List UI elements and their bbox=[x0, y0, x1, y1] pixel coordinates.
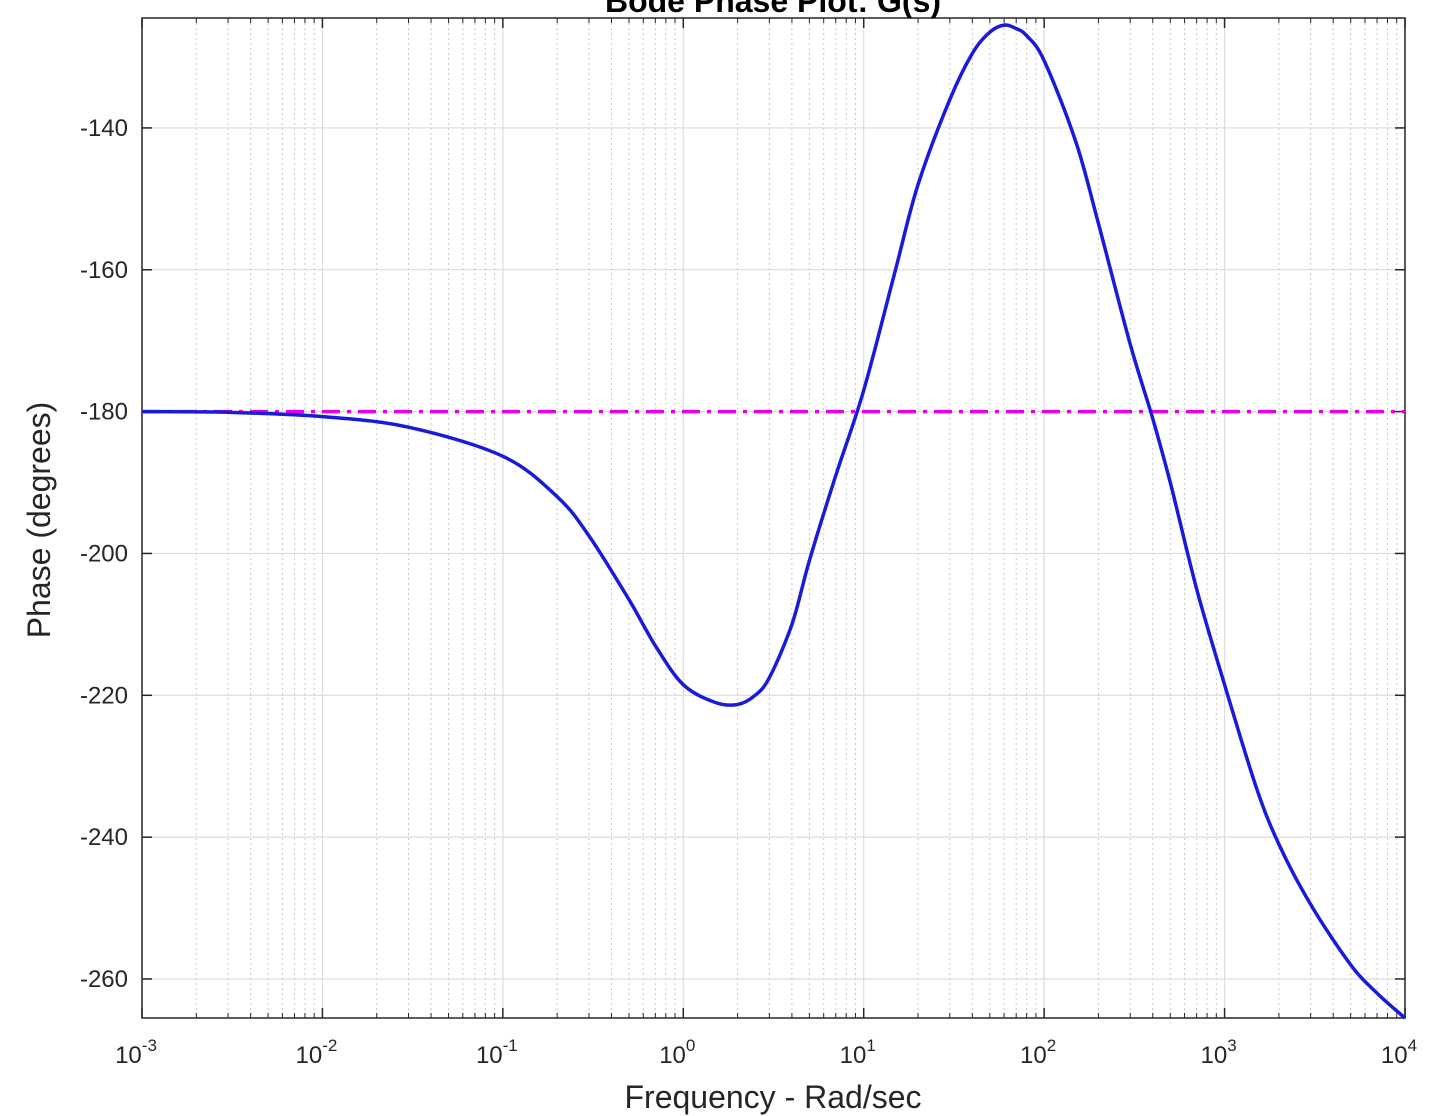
y-tick-labels: -140 -160 -180 -200 -220 -240 -260 bbox=[80, 115, 128, 993]
chart-title: Bode Phase Plot: G(s) bbox=[605, 0, 941, 19]
y-tick-label: -140 bbox=[80, 115, 128, 142]
x-tick-label: 10-2 bbox=[296, 1036, 338, 1069]
y-tick-label: -160 bbox=[80, 257, 128, 284]
y-axis-label: Phase (degrees) bbox=[21, 402, 57, 639]
y-tick-label: -220 bbox=[80, 682, 128, 709]
axis-ticks bbox=[141, 18, 1406, 1018]
x-tick-label: 103 bbox=[1200, 1036, 1236, 1069]
x-tick-label: 104 bbox=[1381, 1036, 1417, 1069]
x-tick-label: 10-3 bbox=[115, 1036, 157, 1069]
x-axis-label: Frequency - Rad/sec bbox=[624, 1079, 921, 1115]
plot-area-frame bbox=[141, 17, 1406, 1019]
x-tick-label: 10-1 bbox=[476, 1036, 518, 1069]
y-tick-label: -200 bbox=[80, 540, 128, 567]
y-tick-label: -240 bbox=[80, 824, 128, 851]
y-tick-label: -260 bbox=[80, 966, 128, 993]
x-tick-label: 102 bbox=[1020, 1036, 1056, 1069]
major-grid bbox=[141, 18, 1406, 1018]
x-tick-label: 100 bbox=[659, 1036, 695, 1069]
y-tick-label: -180 bbox=[80, 399, 128, 426]
x-tick-labels: 10-3 10-2 10-1 100 101 102 103 104 bbox=[115, 1036, 1417, 1069]
x-tick-label: 101 bbox=[840, 1036, 876, 1069]
phase-curve-series bbox=[141, 23, 1407, 1020]
series-layer bbox=[141, 23, 1407, 1020]
minor-grid bbox=[195, 18, 1398, 1018]
